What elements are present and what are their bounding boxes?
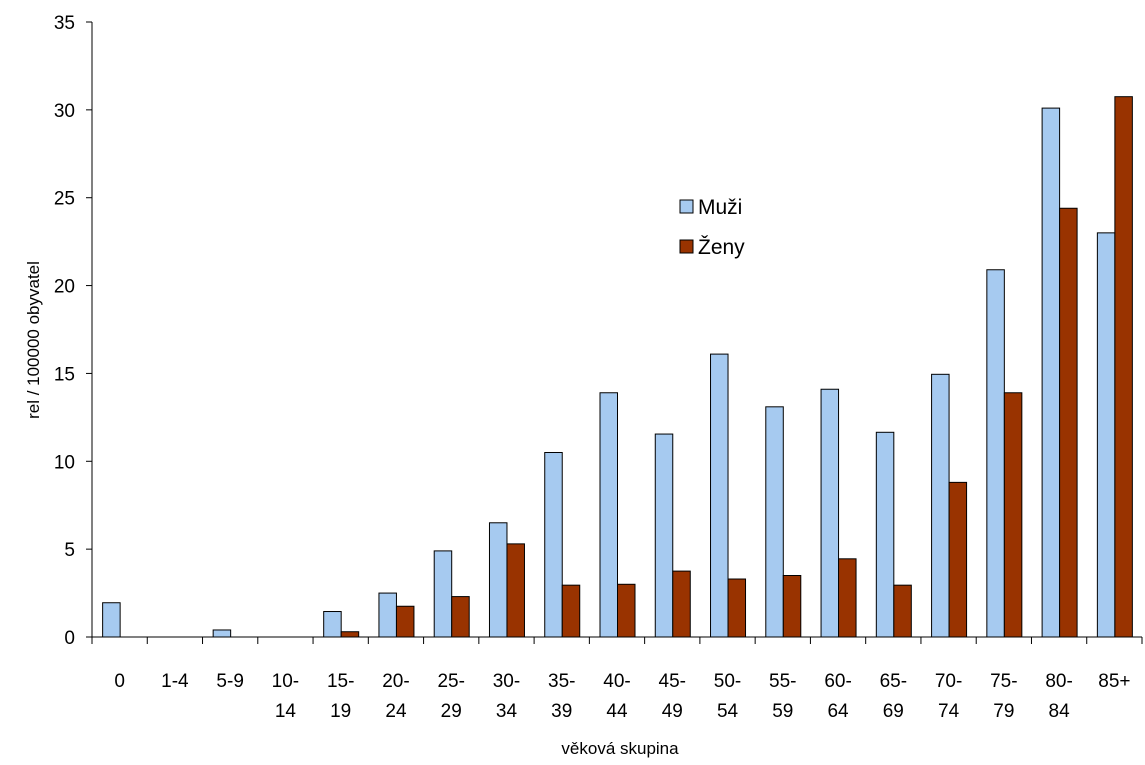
x-tick-label: 40-44 — [603, 671, 630, 722]
bar-series2 — [838, 558, 857, 638]
x-tick-label: 15-19 — [327, 671, 354, 722]
bar-series1 — [986, 269, 1005, 638]
bar-series1 — [323, 611, 342, 638]
bar-series1 — [212, 629, 232, 638]
bar-series1 — [654, 433, 674, 638]
bar-series1 — [599, 392, 618, 638]
bar-series1 — [433, 550, 453, 638]
bar-series1 — [875, 431, 895, 638]
y-tick-label: 5 — [64, 540, 75, 561]
bars-group — [102, 96, 1133, 638]
bar-series1 — [820, 388, 840, 638]
x-tick-label: 75-79 — [990, 671, 1017, 722]
bar-series1 — [710, 353, 729, 638]
bar-series2 — [1059, 207, 1078, 638]
legend-label: Muži — [698, 196, 742, 219]
bar-series1 — [544, 452, 563, 638]
x-tick-label: 85+ — [1098, 671, 1130, 692]
bar-series2 — [948, 481, 968, 638]
bar-series2 — [782, 575, 802, 638]
bar-series1 — [765, 406, 784, 638]
bar-series2 — [1114, 96, 1133, 638]
bar-series1 — [931, 373, 950, 638]
bar-series2 — [1003, 392, 1023, 638]
bar-series2 — [340, 631, 360, 638]
x-tick-label: 5-9 — [216, 671, 243, 692]
y-tick-label: 20 — [54, 277, 75, 298]
y-tick-label: 0 — [64, 628, 75, 649]
bar-series1 — [488, 522, 508, 638]
bar-series2 — [395, 605, 415, 638]
x-tick-label: 80-84 — [1045, 671, 1072, 722]
x-tick-label: 35-39 — [548, 671, 575, 722]
bar-series2 — [617, 583, 636, 638]
x-axis-title: věková skupina — [561, 739, 679, 758]
x-tick-label: 1-4 — [161, 671, 189, 692]
bar-series1 — [1096, 232, 1116, 638]
legend: Muži Ženy — [679, 196, 745, 259]
bar-series1 — [1041, 107, 1061, 638]
x-tick-label: 55-59 — [769, 671, 796, 722]
bar-series2 — [451, 596, 470, 638]
y-tick-label: 25 — [54, 189, 75, 210]
y-tick-label: 35 — [54, 13, 75, 34]
x-axis: 0 1-4 5-9 10-14 15-19 20-24 25-29 30-34 35-39 40-… — [91, 636, 1143, 722]
x-tick-label: 50-54 — [714, 671, 741, 722]
y-tick-label: 10 — [54, 452, 75, 473]
y-tick-label: 30 — [54, 101, 75, 122]
legend-swatch — [679, 239, 694, 254]
x-tick-label: 10-14 — [272, 671, 299, 722]
x-tick-label: 20-24 — [382, 671, 409, 722]
y-tick-label: 15 — [54, 364, 75, 385]
bar-series2 — [561, 584, 581, 638]
legend-label: Ženy — [698, 236, 745, 259]
x-tick-label: 0 — [114, 671, 125, 692]
bar-series2 — [506, 543, 525, 638]
x-tick-label: 65-69 — [880, 671, 907, 722]
x-tick-label: 60-64 — [824, 671, 851, 722]
x-tick-label: 30-34 — [493, 671, 520, 722]
legend-swatch — [679, 199, 694, 214]
x-tick-label: 70-74 — [935, 671, 962, 722]
x-tick-label: 45-49 — [659, 671, 686, 722]
x-tick-label: 25-29 — [437, 671, 464, 722]
bar-series1 — [378, 592, 397, 638]
bar-series1 — [102, 602, 121, 638]
bar-series2 — [727, 578, 747, 638]
bar-series2 — [672, 570, 691, 638]
bar-series2 — [893, 584, 912, 638]
y-axis: 0 5 10 15 20 25 30 35 — [54, 13, 93, 649]
y-axis-title: rel / 100000 obyvatel — [24, 261, 43, 419]
